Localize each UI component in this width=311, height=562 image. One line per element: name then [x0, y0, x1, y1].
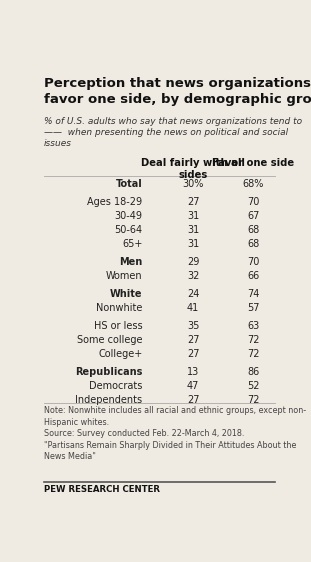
Text: 72: 72 [247, 349, 260, 359]
Text: 31: 31 [187, 211, 199, 221]
Text: HS or less: HS or less [94, 321, 142, 331]
Text: Women: Women [106, 271, 142, 281]
Text: 86: 86 [247, 367, 259, 377]
Text: 70: 70 [247, 197, 260, 207]
Text: 32: 32 [187, 271, 199, 281]
Text: White: White [110, 289, 142, 299]
Text: 66: 66 [247, 271, 259, 281]
Text: 50-64: 50-64 [114, 225, 142, 235]
Text: 63: 63 [247, 321, 259, 331]
Text: 70: 70 [247, 257, 260, 267]
Text: 35: 35 [187, 321, 199, 331]
Text: 27: 27 [187, 395, 199, 405]
Text: Democrats: Democrats [89, 380, 142, 391]
Text: 52: 52 [247, 380, 260, 391]
Text: 72: 72 [247, 335, 260, 345]
Text: 67: 67 [247, 211, 260, 221]
Text: 27: 27 [187, 197, 199, 207]
Text: 68: 68 [247, 225, 259, 235]
Text: Nonwhite: Nonwhite [96, 303, 142, 313]
Text: Favor one side: Favor one side [212, 158, 295, 168]
Text: 57: 57 [247, 303, 260, 313]
Text: Perception that news organizations
favor one side, by demographic group: Perception that news organizations favor… [44, 78, 311, 106]
Text: 68%: 68% [243, 179, 264, 189]
Text: 29: 29 [187, 257, 199, 267]
Text: Independents: Independents [75, 395, 142, 405]
Text: Total: Total [116, 179, 142, 189]
Text: 74: 74 [247, 289, 260, 299]
Text: 30-49: 30-49 [114, 211, 142, 221]
Text: Some college: Some college [77, 335, 142, 345]
Text: Men: Men [119, 257, 142, 267]
Text: 72: 72 [247, 395, 260, 405]
Text: 24: 24 [187, 289, 199, 299]
Text: Ages 18-29: Ages 18-29 [87, 197, 142, 207]
Text: Republicans: Republicans [75, 367, 142, 377]
Text: 65+: 65+ [122, 239, 142, 249]
Text: % of U.S. adults who say that news organizations tend to
——  when presenting the: % of U.S. adults who say that news organ… [44, 117, 302, 148]
Text: 68: 68 [247, 239, 259, 249]
Text: 47: 47 [187, 380, 199, 391]
Text: 31: 31 [187, 225, 199, 235]
Text: 27: 27 [187, 349, 199, 359]
Text: PEW RESEARCH CENTER: PEW RESEARCH CENTER [44, 485, 160, 494]
Text: 13: 13 [187, 367, 199, 377]
Text: College+: College+ [98, 349, 142, 359]
Text: Deal fairly with all
sides: Deal fairly with all sides [141, 158, 245, 180]
Text: 30%: 30% [183, 179, 204, 189]
Text: Note: Nonwhite includes all racial and ethnic groups, except non-
Hispanic white: Note: Nonwhite includes all racial and e… [44, 406, 306, 461]
Text: 27: 27 [187, 335, 199, 345]
Text: 41: 41 [187, 303, 199, 313]
Text: 31: 31 [187, 239, 199, 249]
